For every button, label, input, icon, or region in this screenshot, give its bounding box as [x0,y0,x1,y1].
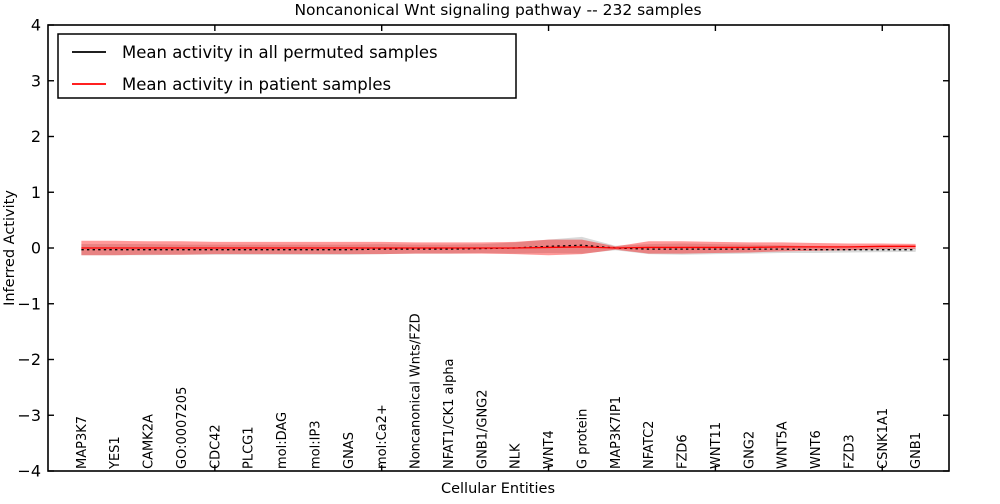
x-category-label: GNG2 [742,431,757,469]
x-category-label: NFATC2 [642,421,657,469]
x-category-label: GNB1/GNG2 [475,389,490,469]
x-category-label: WNT11 [709,422,724,469]
x-category-label: MAP3K7IP1 [609,396,624,469]
y-tick-label: 4 [31,16,41,35]
y-tick-label: 3 [31,71,41,90]
x-category-label: GO:0007205 [175,387,190,469]
axis-ticks [48,24,949,472]
y-tick-label: −4 [17,462,41,481]
y-tick-label: −2 [17,350,41,369]
x-category-label: mol:DAG [275,412,290,469]
permuted-mean-line [81,244,916,251]
y-tick-labels: 4 3 2 1 0 −1 −2 −3 −4 [17,16,41,481]
legend-label-permuted: Mean activity in all permuted samples [122,43,438,62]
x-category-label: mol:Ca2+ [375,404,390,469]
x-category-labels: MAP3K7 YES1 CAMK2A GO:0007205 CDC42 PLCG1 mol:… [75,313,924,470]
x-category-label: WNT5A [776,421,791,469]
x-category-label: FZD3 [842,434,857,469]
permuted-band [81,236,916,256]
x-category-label: GNAS [342,432,357,469]
x-category-label: WNT4 [542,430,557,469]
y-tick-label: 1 [31,183,41,202]
y-axis-title: Inferred Activity [2,190,18,306]
x-category-label: GNB1 [909,432,924,469]
legend-box [57,33,517,99]
x-category-label: Noncanonical Wnts/FZD [409,313,424,469]
x-category-label: CSNK1A1 [876,408,891,469]
x-category-label: G protein [575,409,590,469]
legend: Mean activity in all permuted samples Me… [57,33,517,99]
x-category-label: NLK [509,443,524,469]
patient-mean-line [81,245,916,249]
x-category-label: CDC42 [208,424,223,469]
y-tick-label: 2 [31,127,41,146]
x-axis-title: Cellular Entities [441,481,555,497]
x-category-label: PLCG1 [242,426,257,469]
x-category-label: NFAT1/CK1 alpha [442,358,457,469]
x-category-label: CAMK2A [142,414,157,469]
x-category-label: FZD6 [676,434,691,469]
y-tick-label: −1 [17,294,41,313]
chart-title: Noncanonical Wnt signaling pathway -- 23… [294,1,701,19]
x-category-label: YES1 [108,436,123,470]
x-category-label: MAP3K7 [75,416,90,469]
x-category-label: mol:IP3 [308,420,323,469]
mean-lines [81,244,916,251]
legend-label-patient: Mean activity in patient samples [122,75,391,94]
x-category-label: WNT6 [809,430,824,469]
confidence-bands [81,236,916,256]
y-tick-label: −3 [17,406,41,425]
y-tick-label: 0 [31,239,41,258]
